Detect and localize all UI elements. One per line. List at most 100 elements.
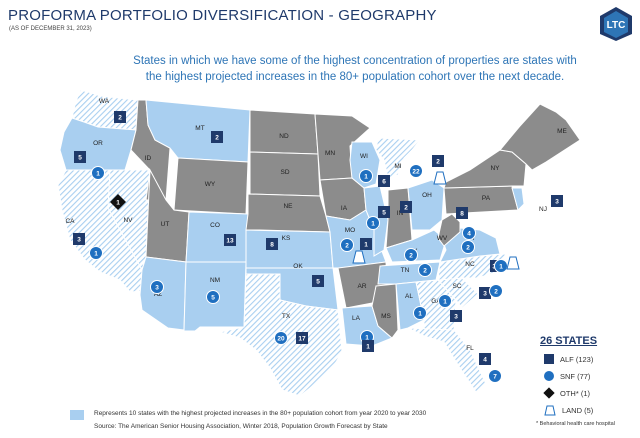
marker-snf-mi: 22 xyxy=(409,164,423,178)
legend-oth-label: OTH* (1) xyxy=(560,388,590,398)
marker-value: 1 xyxy=(366,343,370,350)
marker-value: 4 xyxy=(483,356,487,363)
page-title: PROFORMA PORTFOLIO DIVERSIFICATION - GEO… xyxy=(8,7,437,24)
state-label-sd: SD xyxy=(280,169,289,176)
marker-alf-shape xyxy=(479,353,491,365)
marker-value: 1 xyxy=(511,260,515,267)
state-label-nj: NJ xyxy=(539,206,547,213)
marker-value: 1 xyxy=(418,310,422,317)
marker-snf-wi: 1 xyxy=(359,169,373,183)
marker-value: 3 xyxy=(555,198,559,205)
marker-alf-shape xyxy=(211,131,223,143)
ltc-logo: LTC xyxy=(600,7,632,41)
state-label-oh: OH xyxy=(422,192,432,199)
state-label-in: IN xyxy=(397,210,404,217)
state-label-ia: IA xyxy=(341,205,348,212)
marker-value: 2 xyxy=(345,242,349,249)
marker-alf-or: 5 xyxy=(74,151,86,163)
marker-land-mi: 3 xyxy=(433,171,447,185)
state-label-la: LA xyxy=(352,315,361,322)
markers-layer: 2513112313585201721111161522232822113323… xyxy=(73,111,563,383)
state-nj xyxy=(511,187,525,211)
marker-value: 5 xyxy=(316,278,320,285)
legend-snf-label: SNF (77) xyxy=(560,371,591,381)
state-label-ok: OK xyxy=(293,263,303,270)
highlight-swatch xyxy=(70,410,84,420)
state-label-me: ME xyxy=(557,128,567,135)
snf-circle-icon xyxy=(544,371,554,381)
marker-alf-shape xyxy=(362,340,374,352)
marker-alf-shape xyxy=(114,111,126,123)
marker-value: 3 xyxy=(77,236,81,243)
marker-alf-shape xyxy=(551,195,563,207)
state-label-az: AZ xyxy=(154,291,162,298)
state-label-ar: AR xyxy=(357,283,366,290)
marker-snf-shape xyxy=(359,169,373,183)
marker-value: 1 xyxy=(94,250,98,257)
marker-snf-tx: 20 xyxy=(274,331,288,345)
marker-alf-ga: 3 xyxy=(450,310,462,322)
marker-value: 2 xyxy=(409,252,413,259)
marker-snf-shape xyxy=(89,246,103,260)
legend-item-alf: ALF (123) xyxy=(544,354,593,364)
marker-value: 5 xyxy=(382,209,386,216)
state-label-fl: FL xyxy=(466,345,474,352)
marker-value: 3 xyxy=(454,313,458,320)
marker-snf-shape xyxy=(366,216,380,230)
marker-alf-shape xyxy=(73,233,85,245)
legend-item-land: LAND (5) xyxy=(544,405,593,416)
marker-land-ar: 1 xyxy=(352,250,366,264)
marker-alf-fl: 4 xyxy=(479,353,491,365)
marker-snf-shape xyxy=(274,331,288,345)
state-label-ny: NY xyxy=(490,165,500,172)
marker-alf-tx: 17 xyxy=(296,332,308,344)
state-label-ne: NE xyxy=(283,203,293,210)
state-label-tn: TN xyxy=(401,267,410,274)
source-note: Source: The American Senior Housing Asso… xyxy=(94,423,388,430)
state-label-ut: UT xyxy=(161,221,170,228)
marker-snf-fl: 7 xyxy=(488,369,502,383)
marker-value: 2 xyxy=(404,204,408,211)
marker-alf-oh: 8 xyxy=(456,207,468,219)
marker-alf-mo: 1 xyxy=(360,238,372,250)
marker-value: 6 xyxy=(382,178,386,185)
marker-value: 1 xyxy=(499,263,503,270)
marker-alf-wi: 6 xyxy=(378,175,390,187)
marker-value: 1 xyxy=(443,298,447,305)
marker-value: 8 xyxy=(270,241,274,248)
marker-alf-shape xyxy=(74,151,86,163)
marker-snf-shape xyxy=(413,306,427,320)
state-label-ms: MS xyxy=(381,313,391,320)
marker-value: 20 xyxy=(277,335,285,342)
legend-land-label: LAND (5) xyxy=(562,406,594,415)
state-label-wv: WV xyxy=(437,235,448,242)
logo-text: LTC xyxy=(607,20,626,31)
marker-alf-shape xyxy=(312,275,324,287)
marker-alf-shape xyxy=(360,238,372,250)
legend-item-snf: SNF (77) xyxy=(544,371,590,381)
state-me xyxy=(499,103,581,171)
marker-snf-il: 1 xyxy=(366,216,380,230)
lead-line-2: the highest projected increases in the 8… xyxy=(145,71,565,83)
state-label-wi: WI xyxy=(360,153,368,160)
state-oh xyxy=(407,179,445,231)
state-label-wy: WY xyxy=(205,181,216,188)
marker-snf-shape xyxy=(340,238,354,252)
legend-title: 26 STATES xyxy=(540,335,598,347)
marker-alf-shape xyxy=(479,287,491,299)
marker-value: 2 xyxy=(118,114,122,121)
marker-value: 1 xyxy=(96,170,100,177)
marker-snf-mo: 2 xyxy=(340,238,354,252)
marker-value: 1 xyxy=(365,334,369,341)
state-label-mi: MI xyxy=(394,163,401,170)
marker-oth-nv: 1 xyxy=(110,194,126,210)
marker-alf-sc: 3 xyxy=(479,287,491,299)
marker-alf-co: 13 xyxy=(224,234,236,246)
marker-alf-il: 5 xyxy=(378,206,390,218)
marker-oth-shape xyxy=(110,194,126,210)
state-label-ks: KS xyxy=(282,235,291,242)
marker-value: 8 xyxy=(460,210,464,217)
marker-value: 17 xyxy=(298,335,306,342)
marker-snf-shape xyxy=(489,284,503,298)
